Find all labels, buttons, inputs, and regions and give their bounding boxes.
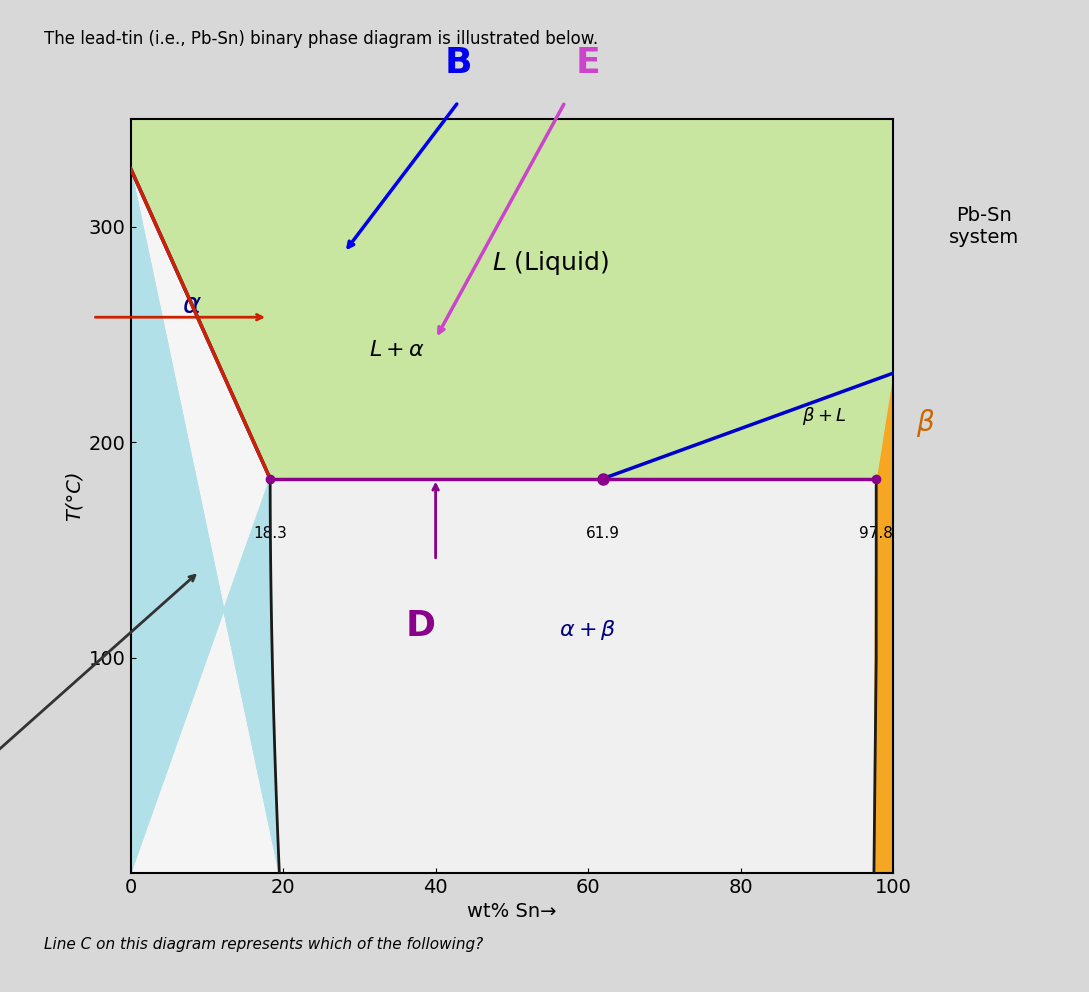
Polygon shape (131, 119, 893, 479)
Polygon shape (873, 373, 893, 873)
Text: E: E (576, 47, 600, 80)
Text: $\alpha + \beta$: $\alpha + \beta$ (560, 618, 616, 642)
Polygon shape (877, 373, 893, 479)
Polygon shape (131, 119, 893, 479)
Y-axis label: T(°C): T(°C) (64, 471, 84, 521)
Text: $\bf{D}$: $\bf{D}$ (405, 609, 436, 643)
Text: $\beta + L$: $\beta + L$ (802, 405, 846, 427)
Text: 97.8: 97.8 (859, 526, 893, 542)
Polygon shape (131, 169, 279, 873)
Polygon shape (131, 169, 279, 873)
Text: 18.3: 18.3 (254, 526, 287, 542)
Text: $L$ (Liquid): $L$ (Liquid) (491, 249, 609, 277)
X-axis label: wt% Sn→: wt% Sn→ (467, 903, 556, 922)
Text: Pb-Sn
system: Pb-Sn system (950, 206, 1019, 247)
Text: $\beta$: $\beta$ (916, 408, 934, 439)
Polygon shape (602, 373, 893, 479)
Text: Line C on this diagram represents which of the following?: Line C on this diagram represents which … (44, 937, 482, 952)
Text: B: B (444, 47, 473, 80)
Text: $L + \alpha$: $L + \alpha$ (369, 340, 426, 360)
Text: $\alpha$: $\alpha$ (182, 291, 201, 318)
Polygon shape (270, 479, 877, 873)
Text: The lead-tin (i.e., Pb-Sn) binary phase diagram is illustrated below.: The lead-tin (i.e., Pb-Sn) binary phase … (44, 30, 598, 48)
Text: 61.9: 61.9 (586, 526, 620, 542)
